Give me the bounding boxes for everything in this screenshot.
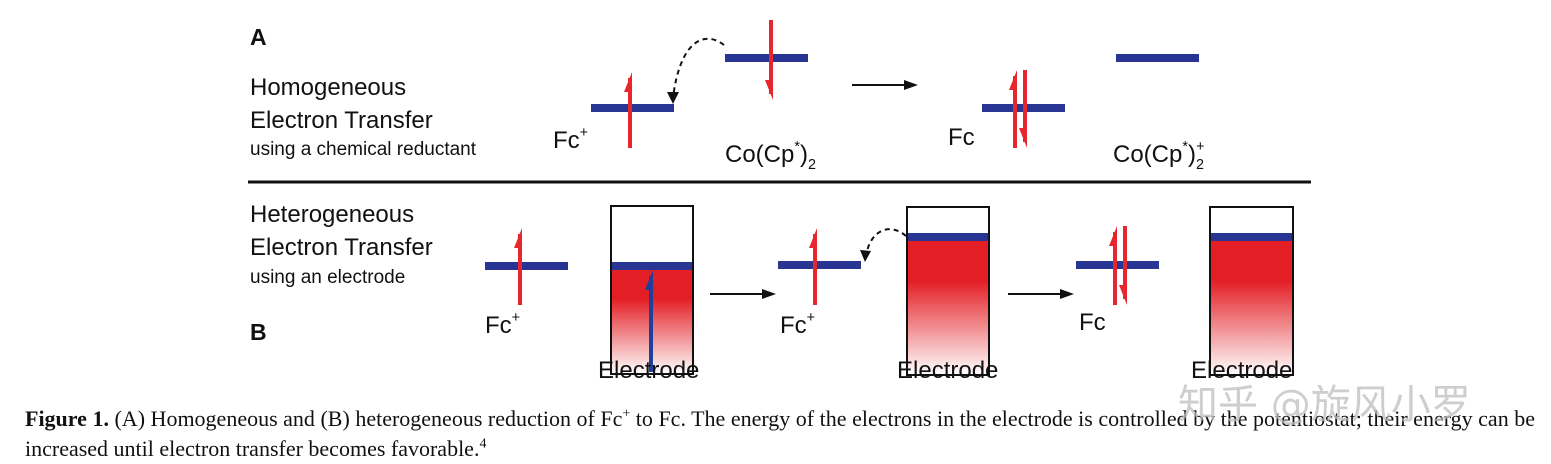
- label-part: +: [1196, 139, 1204, 155]
- label-part: Fc: [553, 127, 580, 154]
- transfer-arrow: [672, 37, 725, 99]
- arrowhead: [762, 289, 776, 299]
- electrode-label: Electrode: [897, 357, 998, 384]
- caption-text: (A) Homogeneous and (B) heterogeneous re…: [108, 406, 623, 431]
- label-part: *: [794, 139, 800, 155]
- arrowhead: [860, 250, 871, 262]
- panel-subtitle: using an electrode: [250, 267, 405, 288]
- arrowhead: [809, 228, 817, 248]
- species-label: Fc+: [553, 125, 588, 154]
- arrowhead: [667, 92, 679, 104]
- species-label: Fc+: [485, 310, 520, 339]
- label-part: 2: [808, 157, 816, 173]
- label-part: Fc: [1079, 309, 1106, 336]
- species-label: Co(Cp*)2 +: [1113, 139, 1204, 173]
- arrowhead: [1109, 226, 1117, 246]
- label-part: *: [1182, 139, 1188, 155]
- caption-text: 4: [479, 436, 487, 452]
- electrode-label: Electrode: [598, 357, 699, 384]
- caption-text: +: [622, 406, 631, 422]
- watermark: 知乎 @旋风小罗: [1178, 382, 1471, 428]
- panel-label: A: [250, 24, 267, 50]
- panel-title: Electron Transfer: [250, 107, 433, 134]
- panel-title: Homogeneous: [250, 74, 406, 101]
- arrowhead: [624, 72, 632, 92]
- arrowhead: [1019, 128, 1027, 148]
- electrode-label: Electrode: [1191, 357, 1292, 384]
- electrode: [906, 206, 990, 376]
- label-part: ): [800, 141, 808, 168]
- panel-title: Heterogeneous: [250, 201, 414, 228]
- arrowhead: [904, 80, 918, 90]
- label-part: ): [1188, 141, 1196, 168]
- electrode: [610, 205, 694, 375]
- arrowhead: [765, 80, 773, 100]
- arrowhead: [1009, 70, 1017, 90]
- species-label: Fc: [948, 124, 975, 151]
- caption-label: Figure 1.: [25, 406, 109, 431]
- label-part: 2: [1196, 157, 1204, 173]
- species-label: Co(Cp*)2: [725, 139, 816, 173]
- label-part: Co(Cp: [1113, 141, 1182, 168]
- label-part: Fc: [948, 124, 975, 151]
- arrowhead: [1060, 289, 1074, 299]
- arrowhead: [514, 228, 522, 248]
- fermi-level: [611, 262, 693, 270]
- label-part: +: [512, 310, 520, 326]
- panel-label: B: [250, 319, 267, 345]
- caption-text: to Fc. The energy of the electrons in th…: [25, 406, 1535, 461]
- panel-subtitle: using a chemical reductant: [250, 139, 477, 160]
- caption: Figure 1. (A) Homogeneous and (B) hetero…: [25, 404, 1535, 464]
- transfer-arrow: [865, 228, 907, 257]
- electrode-fill: [1210, 240, 1293, 375]
- electrode-fill: [907, 240, 989, 375]
- fermi-level: [907, 233, 989, 241]
- fermi-level: [1210, 233, 1293, 241]
- label-part: Fc: [780, 312, 807, 339]
- electrode: [1209, 206, 1294, 376]
- species-label: Fc: [1079, 309, 1106, 336]
- arrowhead: [645, 270, 653, 290]
- panel-title: Electron Transfer: [250, 234, 433, 261]
- label-part: Co(Cp: [725, 141, 794, 168]
- arrowhead: [1119, 285, 1127, 305]
- label-part: Fc: [485, 312, 512, 339]
- label-part: +: [580, 125, 588, 141]
- label-part: +: [807, 310, 815, 326]
- diagram: A Homogeneous Electron Transfer using a …: [248, 20, 1311, 384]
- species-label: Fc+: [780, 310, 815, 339]
